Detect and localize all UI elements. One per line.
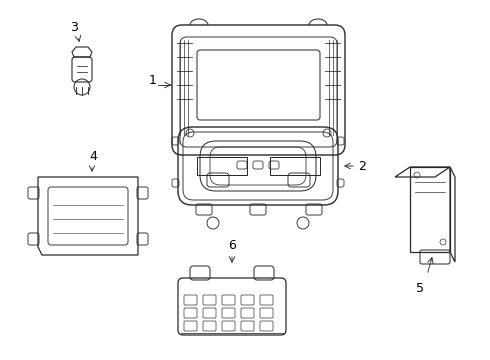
Text: 4: 4 [89, 150, 97, 163]
Text: 6: 6 [228, 239, 236, 252]
Text: 2: 2 [358, 159, 366, 172]
Text: 3: 3 [70, 21, 78, 34]
Text: 5: 5 [416, 282, 424, 295]
Text: 1: 1 [149, 73, 157, 86]
